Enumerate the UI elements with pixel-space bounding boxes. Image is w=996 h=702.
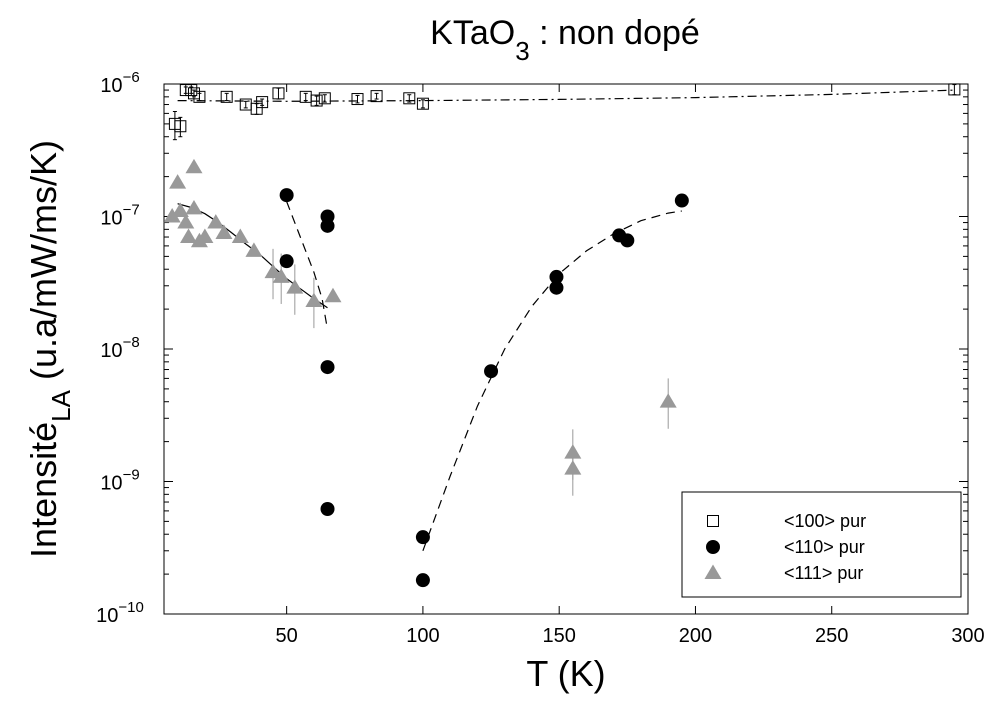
x-tick-label: 150 [542, 625, 575, 647]
x-axis-title: T (K) [526, 653, 605, 694]
data-point-circle-filled [549, 269, 564, 284]
data-point-triangle-filled [324, 287, 342, 303]
data-point-circle-filled [320, 502, 335, 517]
fit-lines [177, 89, 955, 552]
data-point-square-open [256, 96, 269, 109]
chart-title: KTaO3 : non dopé [430, 14, 700, 66]
data-point-circle-filled [320, 360, 335, 375]
data-point-square-open [370, 90, 383, 103]
data-point-triangle-filled [207, 214, 225, 229]
x-tick-label: 250 [815, 625, 848, 647]
data-point-triangle-filled [180, 228, 198, 243]
data-point-circle-filled [279, 188, 294, 203]
data-point-triangle-filled [564, 444, 582, 459]
x-tick-label: 50 [276, 625, 298, 647]
data-point-square-open [220, 90, 233, 103]
data-point-circle-filled [549, 280, 564, 295]
data-point-triangle-filled [305, 292, 323, 308]
data-point-circle-filled [279, 254, 294, 269]
data-point-square-open [310, 94, 323, 107]
y-tick-exponent: −8 [123, 334, 140, 351]
data-point-triangle-filled [177, 214, 195, 229]
data-point-triangle-filled [163, 208, 181, 223]
fit-line-dash-dot [177, 89, 955, 102]
data-point-square-open [318, 92, 331, 105]
data-point-triangle-filled [215, 224, 233, 240]
data-point-circle-filled [415, 573, 430, 588]
y-tick-base: 10 [100, 473, 122, 495]
data-point-triangle-filled [171, 202, 189, 217]
data-markers [163, 83, 961, 588]
data-point-triangle-filled [264, 263, 282, 279]
data-point-triangle-filled [564, 460, 582, 475]
fit-line-dashed [286, 201, 329, 330]
legend-label: <110> pur [784, 537, 865, 557]
data-point-circle-filled [674, 193, 689, 208]
data-point-square-open [948, 83, 961, 96]
x-axis-ticks: 50 100 150 200 250 300 [276, 84, 985, 647]
title-subscript: 3 [515, 36, 529, 66]
y-tick-label: 10−8 [100, 334, 139, 362]
data-point-circle-filled [320, 218, 335, 233]
data-point-square-open [351, 93, 364, 106]
ylabel-main: Intensité [23, 422, 64, 558]
data-point-square-open [193, 90, 206, 103]
fit-line-dashed [422, 210, 682, 552]
y-tick-exponent: −7 [123, 202, 140, 219]
data-point-square-open [185, 84, 198, 97]
data-point-triangle-filled [185, 199, 203, 215]
ylabel-rest: (u.a/mW/ms/K) [23, 140, 64, 390]
title-main: KTaO [430, 14, 515, 52]
y-tick-exponent: −6 [123, 69, 140, 86]
data-point-square-open [272, 87, 285, 100]
legend-label: <111> pur [784, 563, 863, 583]
y-tick-base: 10 [100, 340, 122, 362]
y-axis-title: IntensitéLA (u.a/mW/ms/K) [23, 140, 76, 558]
ylabel-subscript: LA [46, 389, 76, 421]
y-tick-base: 10 [100, 208, 122, 230]
y-tick-exponent: −10 [118, 599, 143, 616]
data-point-triangle-filled [286, 279, 304, 294]
data-point-circle-filled [484, 364, 499, 379]
data-point-triangle-filled [196, 228, 214, 243]
y-tick-label: 10−10 [96, 599, 144, 627]
title-rest: : non dopé [530, 14, 700, 52]
legend-marker-square-open [707, 515, 719, 527]
data-point-circle-filled [415, 530, 430, 545]
legend-marker-circle-filled [706, 540, 720, 554]
x-tick-label: 300 [951, 625, 984, 647]
data-point-triangle-filled [272, 268, 290, 283]
data-point-triangle-filled [169, 174, 187, 189]
data-point-circle-filled [620, 233, 635, 248]
legend: <100> pur <110> pur <111> pur [681, 491, 962, 598]
data-point-square-open [416, 97, 429, 110]
data-point-triangle-filled [185, 158, 203, 174]
data-point-triangle-filled [659, 393, 677, 408]
data-point-square-open [403, 92, 416, 105]
data-point-triangle-filled [231, 228, 249, 243]
x-tick-label: 100 [406, 625, 439, 647]
data-point-triangle-filled [245, 242, 263, 257]
legend-marker-triangle-filled [704, 564, 722, 579]
y-tick-exponent: −9 [123, 467, 140, 484]
data-point-square-open [174, 120, 187, 133]
legend-label: <100> pur [784, 511, 866, 531]
legend-box [681, 491, 962, 598]
y-tick-label: 10−7 [100, 202, 139, 230]
y-tick-label: 10−9 [100, 467, 139, 495]
y-tick-base: 10 [96, 605, 118, 627]
x-tick-label: 200 [679, 625, 712, 647]
y-tick-label: 10−6 [100, 69, 139, 97]
y-tick-base: 10 [100, 75, 122, 97]
